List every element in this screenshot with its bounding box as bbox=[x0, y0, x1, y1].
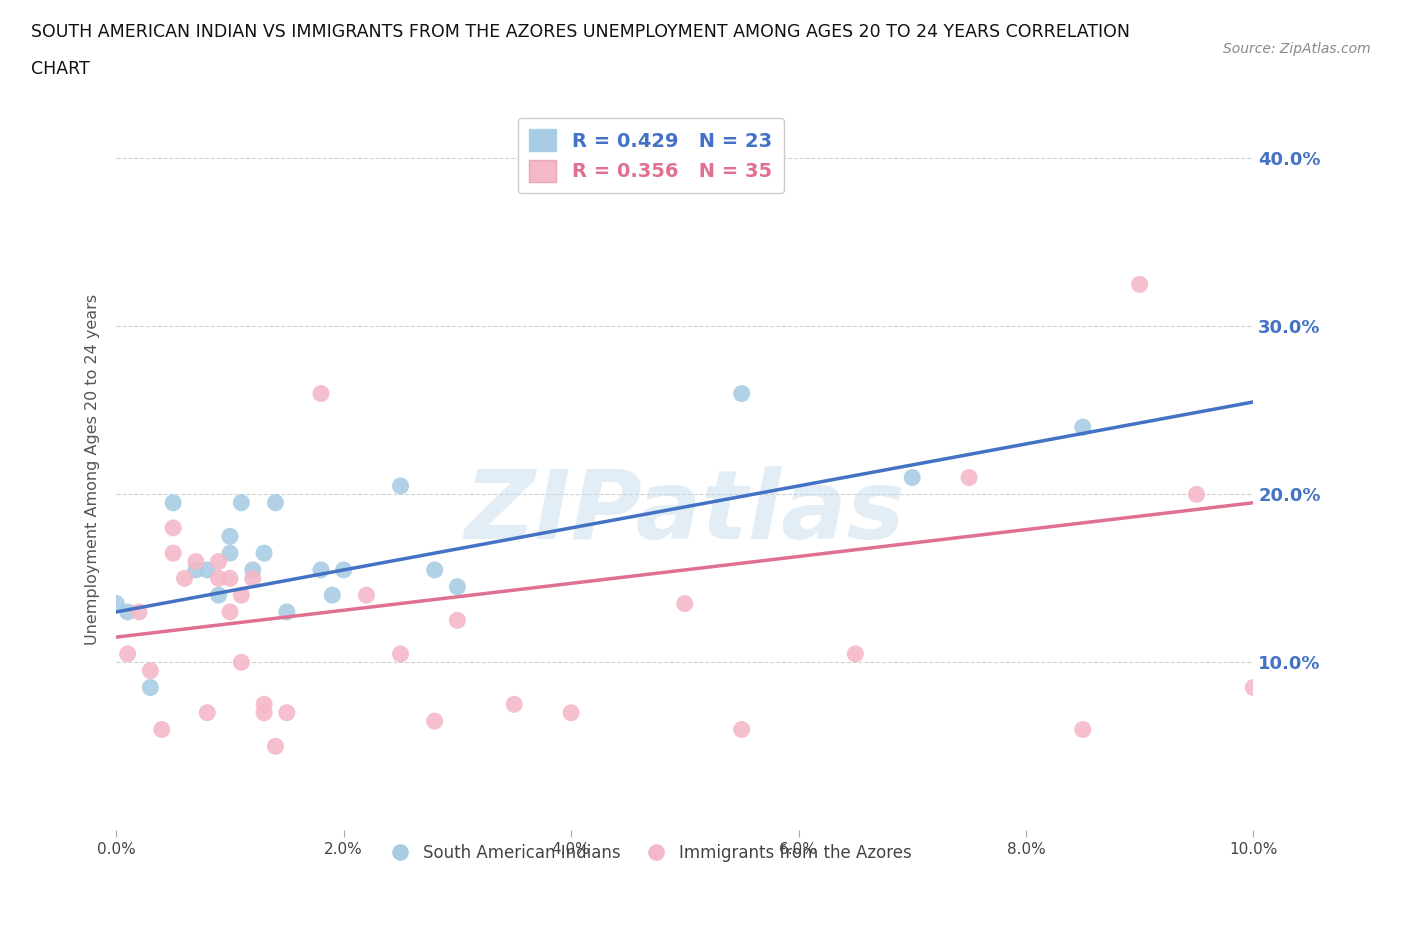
Point bbox=[446, 579, 468, 594]
Point bbox=[1129, 277, 1152, 292]
Point bbox=[503, 697, 526, 711]
Point bbox=[264, 738, 287, 753]
Point bbox=[253, 705, 276, 720]
Point bbox=[162, 546, 184, 561]
Point bbox=[184, 554, 207, 569]
Point bbox=[332, 563, 354, 578]
Point bbox=[309, 563, 332, 578]
Point bbox=[231, 588, 253, 603]
Point bbox=[1071, 722, 1094, 737]
Point bbox=[423, 713, 446, 728]
Text: SOUTH AMERICAN INDIAN VS IMMIGRANTS FROM THE AZORES UNEMPLOYMENT AMONG AGES 20 T: SOUTH AMERICAN INDIAN VS IMMIGRANTS FROM… bbox=[31, 23, 1130, 41]
Point bbox=[730, 386, 752, 401]
Point bbox=[207, 588, 229, 603]
Point bbox=[560, 705, 582, 720]
Point bbox=[139, 663, 162, 678]
Point bbox=[231, 496, 253, 511]
Point bbox=[231, 655, 253, 670]
Y-axis label: Unemployment Among Ages 20 to 24 years: Unemployment Among Ages 20 to 24 years bbox=[86, 294, 100, 644]
Point bbox=[207, 554, 229, 569]
Point bbox=[207, 571, 229, 586]
Legend: South American Indians, Immigrants from the Azores: South American Indians, Immigrants from … bbox=[382, 838, 918, 869]
Point bbox=[446, 613, 468, 628]
Point bbox=[321, 588, 343, 603]
Point bbox=[219, 571, 242, 586]
Point bbox=[1185, 487, 1208, 502]
Point bbox=[173, 571, 195, 586]
Point bbox=[844, 646, 866, 661]
Point bbox=[128, 604, 150, 619]
Text: Source: ZipAtlas.com: Source: ZipAtlas.com bbox=[1223, 42, 1371, 56]
Point bbox=[730, 722, 752, 737]
Point bbox=[389, 646, 412, 661]
Point bbox=[162, 496, 184, 511]
Point bbox=[423, 563, 446, 578]
Point bbox=[105, 596, 128, 611]
Point bbox=[242, 563, 264, 578]
Point bbox=[389, 479, 412, 494]
Point bbox=[184, 563, 207, 578]
Point bbox=[195, 563, 218, 578]
Point bbox=[253, 546, 276, 561]
Point bbox=[242, 571, 264, 586]
Point bbox=[139, 680, 162, 695]
Point bbox=[309, 386, 332, 401]
Point bbox=[1241, 680, 1264, 695]
Point bbox=[264, 496, 287, 511]
Point bbox=[162, 521, 184, 536]
Point bbox=[219, 546, 242, 561]
Text: CHART: CHART bbox=[31, 60, 90, 78]
Point bbox=[957, 470, 980, 485]
Point bbox=[117, 646, 139, 661]
Point bbox=[195, 705, 218, 720]
Point bbox=[276, 705, 298, 720]
Point bbox=[253, 697, 276, 711]
Point bbox=[901, 470, 924, 485]
Text: ZIPatlas: ZIPatlas bbox=[464, 466, 905, 559]
Point bbox=[276, 604, 298, 619]
Point bbox=[673, 596, 696, 611]
Point bbox=[117, 604, 139, 619]
Point bbox=[356, 588, 378, 603]
Point bbox=[219, 604, 242, 619]
Point bbox=[150, 722, 173, 737]
Point bbox=[1071, 419, 1094, 434]
Point bbox=[219, 529, 242, 544]
